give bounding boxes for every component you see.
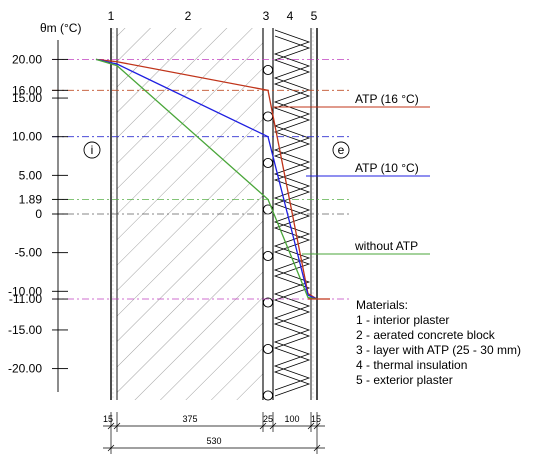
dim-total: 530 <box>206 436 221 446</box>
temperature-profiles <box>95 58 330 300</box>
layer-numbers: 1 2 3 4 5 <box>108 9 318 23</box>
materials-legend: Materials: 1 - interior plaster 2 - aera… <box>356 298 521 387</box>
dimension-labels: 15 375 25 100 15 530 <box>103 414 321 446</box>
atp-pipe <box>262 343 274 355</box>
atp-pipes <box>262 64 274 401</box>
atp-pipe <box>262 64 274 76</box>
layer-number-5: 5 <box>311 9 318 23</box>
tick-label: 5.00 <box>19 168 43 182</box>
tick-label: 20.00 <box>12 52 42 66</box>
tick-label: -11.00 <box>9 292 42 306</box>
atp-pipe <box>262 157 274 169</box>
layer-number-4: 4 <box>287 9 294 23</box>
exterior-marker: e <box>332 141 350 159</box>
atp-pipe <box>262 111 274 122</box>
material-item-3: 3 - layer with ATP (25 - 30 mm) <box>356 343 521 357</box>
tick-label: 0 <box>35 207 42 221</box>
tick-label: 15.00 <box>12 91 42 105</box>
exterior-label: e <box>338 143 345 157</box>
material-item-2: 2 - aerated concrete block <box>356 328 496 342</box>
tick-label: -5.00 <box>15 246 43 260</box>
profile-labels: ATP (16 °C) ATP (10 °C) without ATP <box>273 92 430 255</box>
material-item-4: 4 - thermal insulation <box>356 358 467 372</box>
atp-pipe <box>262 297 274 308</box>
tick-label: -20.00 <box>8 362 42 376</box>
dim-layer-1: 15 <box>103 414 113 424</box>
label-atp-16: ATP (16 °C) <box>355 92 419 106</box>
dimension-lines <box>103 412 325 454</box>
dim-layer-2: 375 <box>182 414 197 424</box>
atp-pipe <box>262 390 274 401</box>
material-item-5: 5 - exterior plaster <box>356 373 453 387</box>
layer-number-3: 3 <box>263 9 270 23</box>
tick-label: -15.00 <box>8 323 42 337</box>
profile-line <box>95 58 318 300</box>
profile-line <box>95 58 318 300</box>
axis-title: θm (°C) <box>40 21 81 35</box>
tick-label: 1.89 <box>19 192 43 206</box>
atp-pipe <box>262 250 274 262</box>
label-without-atp: without ATP <box>354 239 418 253</box>
interior-marker: i <box>83 141 101 159</box>
interior-label: i <box>91 143 94 157</box>
tick-label: -10.00 <box>8 284 42 298</box>
tick-label: 16.00 <box>12 83 42 97</box>
dim-layer-4: 100 <box>284 414 299 424</box>
tick-label: 10.00 <box>12 130 42 144</box>
profile-line <box>95 58 318 300</box>
label-atp-10: ATP (10 °C) <box>355 161 419 175</box>
layer-number-2: 2 <box>185 9 192 23</box>
dim-layer-3: 25 <box>263 414 273 424</box>
materials-title: Materials: <box>356 298 408 312</box>
layer-number-1: 1 <box>108 9 115 23</box>
material-item-1: 1 - interior plaster <box>356 313 449 327</box>
dim-layer-5: 15 <box>311 414 321 424</box>
